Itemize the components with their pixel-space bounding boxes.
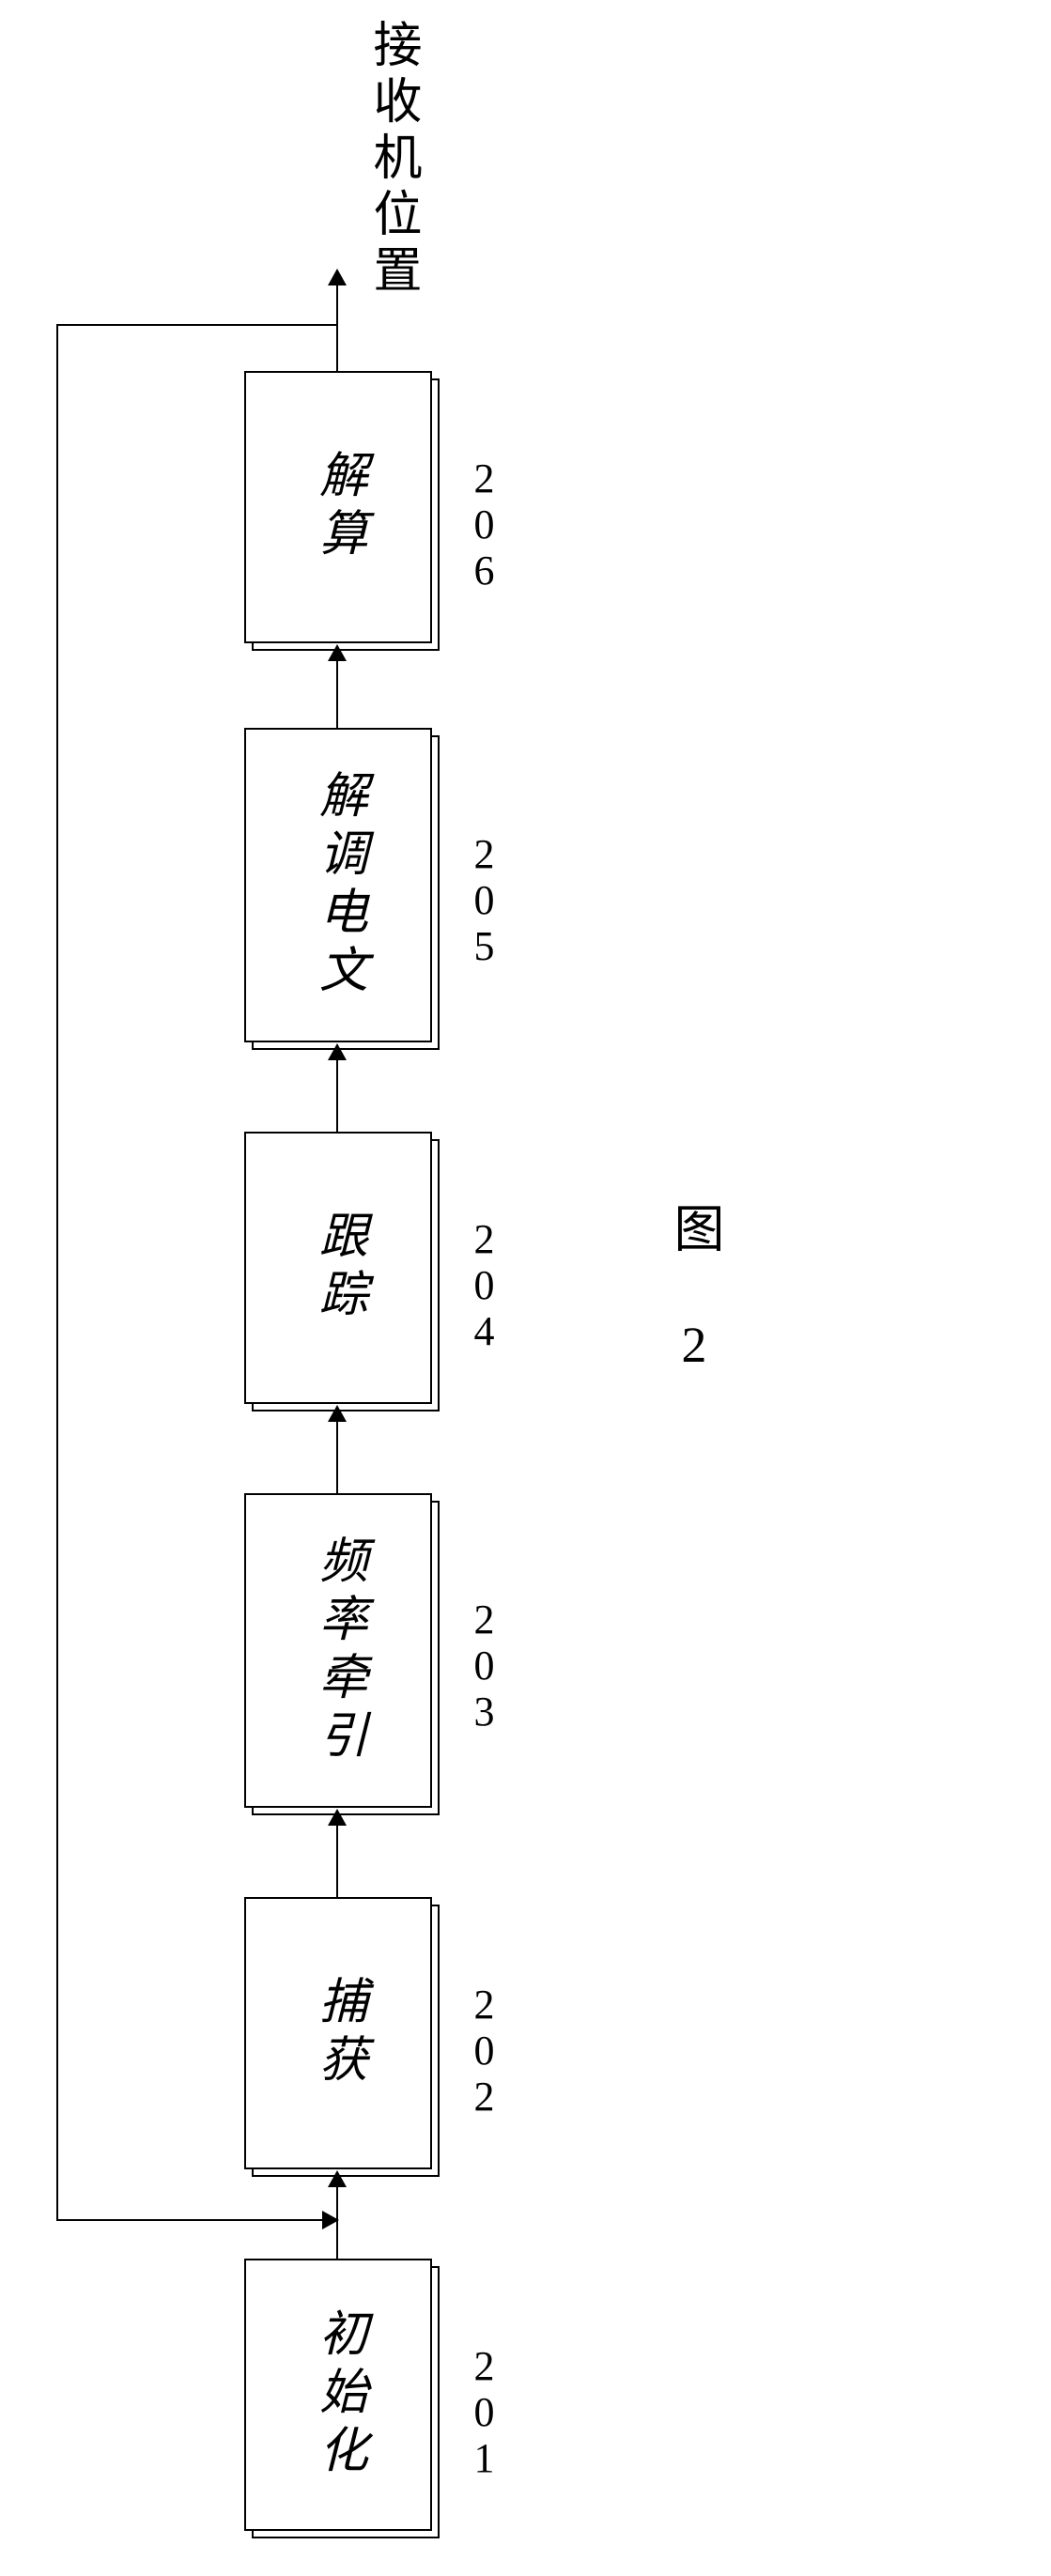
box-205-id: 205 [460, 831, 508, 969]
feedback-left-v [56, 324, 58, 2219]
box-205: 解调电文 205 [244, 728, 432, 1042]
box-205-label: 解调电文 [244, 728, 432, 1042]
arrow-202-203 [336, 1822, 338, 1897]
box-202: 捕获 202 [244, 1897, 432, 2169]
output-label: 接收机位置 [357, 19, 427, 301]
box-206-id: 206 [460, 455, 508, 594]
arrow-205-206 [336, 657, 338, 728]
box-204-id: 204 [460, 1216, 508, 1354]
box-201: 初始化 201 [244, 2259, 432, 2531]
arrow-203-204 [336, 1418, 338, 1493]
box-201-label: 初始化 [244, 2259, 432, 2531]
feedback-top-h [56, 324, 337, 326]
box-206-label: 解算 [244, 371, 432, 643]
box-202-label: 捕获 [244, 1897, 432, 2169]
flowchart-diagram: 接收机位置 解算 206 解调电文 205 跟踪 204 频率牵引 203 捕获… [0, 0, 1051, 2576]
box-203-label: 频率牵引 [244, 1493, 432, 1808]
box-204: 跟踪 204 [244, 1132, 432, 1404]
feedback-bottom-h [56, 2219, 324, 2221]
figure-label: 图 2 [657, 1202, 732, 1377]
arrow-output [336, 282, 338, 371]
arrow-201-202 [336, 2183, 338, 2259]
box-203-id: 203 [460, 1597, 508, 1735]
box-206: 解算 206 [244, 371, 432, 643]
box-203: 频率牵引 203 [244, 1493, 432, 1808]
box-204-label: 跟踪 [244, 1132, 432, 1404]
box-201-id: 201 [460, 2343, 508, 2481]
arrow-204-205 [336, 1057, 338, 1132]
box-202-id: 202 [460, 1982, 508, 2120]
